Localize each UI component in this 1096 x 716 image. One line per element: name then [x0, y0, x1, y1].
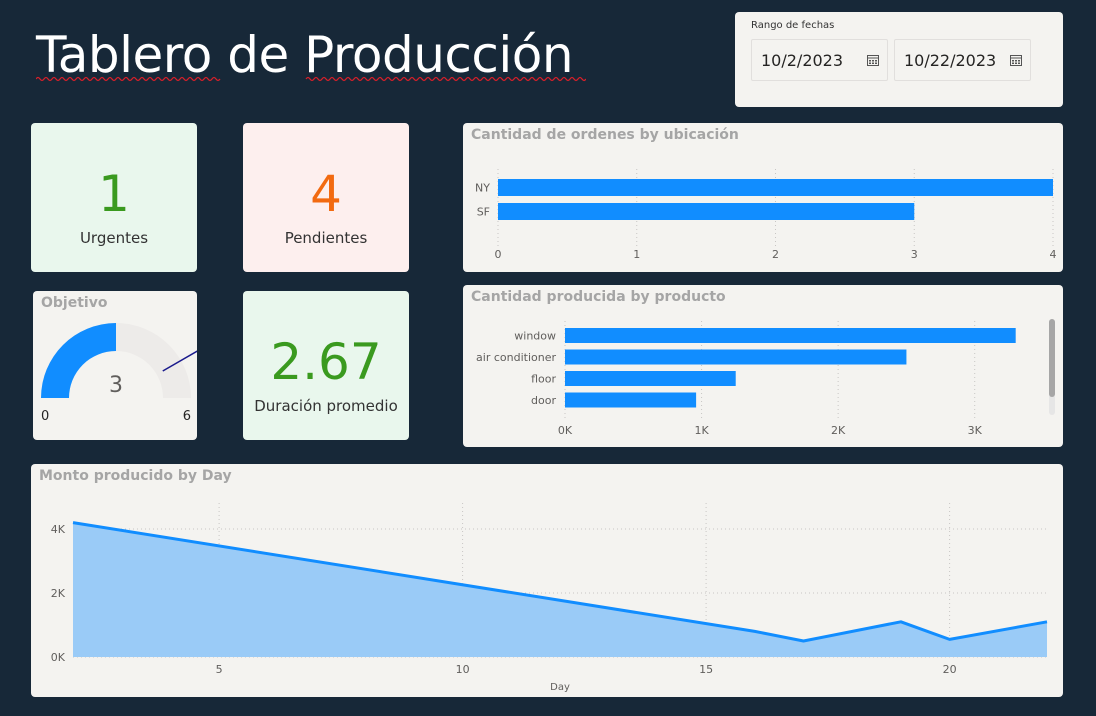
x-tick-label: 15 — [699, 663, 713, 676]
x-tick-label: 0 — [495, 248, 502, 261]
orders-chart-title: Cantidad de ordenes by ubicación — [471, 127, 739, 143]
target-gauge-card: Objetivo 3 0 6 — [33, 291, 197, 440]
category-label: SF — [477, 206, 490, 219]
bar-window — [565, 328, 1016, 343]
bar-SF — [498, 203, 915, 220]
gauge-title: Objetivo — [41, 295, 108, 311]
x-tick-label: 1 — [633, 248, 640, 261]
orders-by-location-card: Cantidad de ordenes by ubicación 0 1 2 3 4 NY… — [463, 123, 1063, 272]
x-tick-label: 2K — [831, 424, 846, 437]
amount-by-day-card: Monto producido by Day 0K 2K 4K 5 10 15 20 Day — [31, 464, 1063, 697]
end-date-input[interactable]: 10/22/2023 — [894, 39, 1031, 81]
spellcheck-underline — [36, 76, 586, 82]
category-label: NY — [475, 182, 490, 195]
x-axis-title: Day — [550, 682, 570, 693]
urgent-kpi-card: 1 Urgentes — [31, 123, 197, 272]
gauge-min-label: 0 — [41, 409, 49, 424]
x-tick-label: 10 — [456, 663, 470, 676]
category-label: window — [514, 330, 556, 343]
quantity-chart-title: Cantidad producida by producto — [471, 289, 726, 305]
amount-chart-title: Monto producido by Day — [39, 468, 232, 484]
category-label: floor — [531, 373, 556, 386]
x-tick-label: 1K — [694, 424, 709, 437]
x-tick-label: 20 — [943, 663, 957, 676]
gauge-max-label: 6 — [183, 409, 191, 424]
duration-kpi-card: 2.67 Duración promedio — [243, 291, 409, 440]
orders-by-location-chart: 0 1 2 3 4 NY SF — [475, 169, 1057, 261]
calendar-icon[interactable] — [1010, 54, 1022, 66]
bar-door — [565, 392, 697, 408]
category-label: door — [531, 394, 556, 407]
bar-floor — [565, 371, 736, 386]
area-line — [72, 521, 1048, 643]
duration-value: 2.67 — [270, 333, 382, 391]
duration-label: Duración promedio — [254, 397, 398, 415]
area-fill — [73, 522, 1047, 657]
x-tick-label: 5 — [216, 663, 223, 676]
end-date-value: 10/22/2023 — [904, 51, 997, 70]
page-title: Tablero de Producción — [36, 26, 574, 84]
pending-label: Pendientes — [284, 229, 368, 247]
gauge-fill — [41, 323, 116, 398]
bar-NY — [498, 179, 1053, 196]
pending-kpi-card: 4 Pendientes — [243, 123, 409, 272]
amount-by-day-chart: 0K 2K 4K 5 10 15 20 Day — [51, 503, 1048, 693]
y-tick-label: 0K — [51, 651, 66, 664]
urgent-label: Urgentes — [79, 229, 149, 247]
x-tick-label: 0K — [558, 424, 573, 437]
gauge-target-marker — [162, 350, 197, 372]
chart-scrollbar[interactable] — [1049, 319, 1055, 415]
start-date-value: 10/2/2023 — [761, 51, 844, 70]
start-date-input[interactable]: 10/2/2023 — [751, 39, 888, 81]
quantity-by-product-card: Cantidad producida by producto 0K 1K 2K 3K w… — [463, 285, 1063, 447]
bar-air-conditioner — [565, 349, 907, 365]
y-tick-label: 2K — [51, 587, 66, 600]
scrollbar-thumb[interactable] — [1049, 319, 1055, 397]
urgent-count: 1 — [98, 165, 130, 223]
y-tick-label: 4K — [51, 523, 66, 536]
pending-count: 4 — [310, 165, 342, 223]
calendar-icon[interactable] — [867, 54, 879, 66]
quantity-by-product-chart: 0K 1K 2K 3K window air conditioner floor door — [476, 321, 1016, 437]
x-tick-label: 3 — [911, 248, 918, 261]
date-range-label: Rango de fechas — [751, 20, 835, 31]
gauge-value-label: 3 — [109, 373, 123, 398]
x-tick-label: 3K — [968, 424, 983, 437]
x-tick-label: 2 — [772, 248, 779, 261]
gauge-chart: 3 0 6 — [41, 323, 197, 424]
category-label: air conditioner — [476, 351, 556, 364]
date-range-slicer: Rango de fechas 10/2/2023 10/22/2023 — [735, 12, 1063, 107]
x-tick-label: 4 — [1050, 248, 1057, 261]
